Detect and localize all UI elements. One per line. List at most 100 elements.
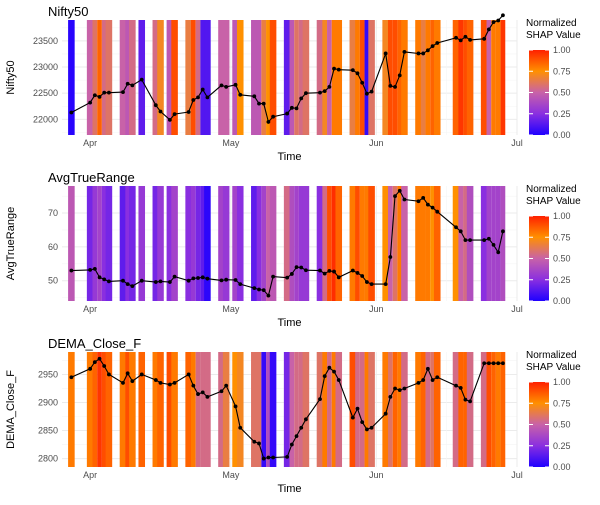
data-point: [468, 37, 472, 42]
data-point: [97, 94, 102, 99]
shap-band: [152, 352, 160, 467]
shap-band: [495, 186, 501, 301]
data-point: [393, 386, 397, 391]
shap-bands: [68, 20, 506, 135]
x-axis-label: Time: [277, 483, 301, 495]
data-point: [299, 425, 304, 430]
y-tick-label: 23500: [33, 36, 58, 46]
data-point: [322, 271, 327, 276]
data-point: [167, 382, 172, 387]
shap-band: [458, 20, 464, 135]
data-point: [393, 194, 397, 199]
data-point: [130, 284, 135, 289]
data-point: [388, 255, 393, 259]
shap-band: [452, 186, 460, 301]
shap-band: [500, 20, 506, 135]
shap-band: [105, 352, 113, 467]
shap-band: [185, 186, 192, 301]
data-point: [158, 109, 163, 114]
data-point: [186, 110, 191, 114]
shap-band: [364, 352, 370, 467]
legend-title: Normalized: [526, 184, 577, 195]
data-point: [332, 269, 336, 274]
data-point: [219, 83, 224, 88]
data-point: [191, 383, 196, 388]
shap-band: [401, 186, 408, 301]
data-point: [350, 68, 355, 73]
shap-band: [125, 20, 131, 135]
data-point: [261, 456, 266, 461]
shap-band: [316, 20, 324, 135]
shap-band: [251, 186, 258, 301]
shap-band: [491, 20, 496, 135]
shap-band: [157, 352, 164, 467]
shap-band: [420, 186, 426, 301]
shap-band: [129, 352, 136, 467]
y-axis-label: AvgTrueRange: [5, 207, 17, 280]
y-tick-label: 2800: [38, 454, 58, 464]
shap-band: [294, 352, 299, 467]
shap-band: [289, 352, 295, 467]
data-point: [463, 238, 468, 243]
data-point: [107, 372, 111, 377]
y-tick-label: 2850: [38, 426, 58, 436]
legend-label: 1.00: [553, 377, 571, 387]
shap-band: [458, 352, 464, 467]
shap-band: [101, 352, 107, 467]
x-tick-label: May: [222, 470, 240, 480]
data-point: [139, 278, 144, 283]
shap-band: [204, 186, 211, 301]
shap-band: [166, 186, 174, 301]
shap-band: [138, 352, 146, 467]
legend-title: SHAP Value: [526, 362, 581, 373]
data-point: [238, 282, 243, 286]
shap-band: [157, 20, 164, 135]
data-point: [425, 366, 430, 371]
shap-band: [368, 186, 375, 301]
shap-band: [129, 186, 136, 301]
shap-band: [261, 186, 267, 301]
data-point: [318, 397, 322, 402]
data-point: [102, 90, 107, 95]
data-point: [430, 205, 435, 210]
shap-band: [294, 20, 299, 135]
data-point: [289, 105, 294, 110]
shap-band: [388, 352, 393, 467]
shap-band: [463, 186, 468, 301]
shap-band: [222, 186, 230, 301]
shap-band: [236, 352, 244, 467]
data-point: [102, 277, 107, 282]
shap-band: [269, 352, 277, 467]
shap-band: [486, 20, 492, 135]
data-point: [92, 93, 97, 98]
data-point: [92, 360, 97, 364]
y-axis-label: Nifty50: [5, 60, 17, 94]
shap-band: [420, 352, 426, 467]
shap-band: [283, 352, 291, 467]
data-point: [271, 114, 275, 119]
shap-band: [298, 20, 304, 135]
shap-band: [171, 20, 178, 135]
x-tick-label: Jun: [369, 470, 384, 480]
shap-band: [316, 352, 324, 467]
data-point: [350, 415, 355, 420]
shap-band: [480, 186, 488, 301]
shap-bands: [68, 352, 506, 467]
shap-band: [266, 352, 271, 467]
data-point: [69, 110, 74, 115]
data-point: [130, 83, 135, 88]
shap-band: [368, 352, 375, 467]
legend-label: 0.75: [553, 398, 571, 408]
y-tick-label: 22000: [33, 114, 58, 124]
x-tick-label: Jun: [369, 304, 384, 314]
data-point: [205, 394, 210, 399]
shap-band: [269, 20, 277, 135]
shap-band: [283, 186, 291, 301]
shap-band: [68, 352, 75, 467]
data-point: [327, 85, 332, 89]
data-point: [219, 278, 224, 283]
shap-band: [322, 352, 328, 467]
data-point: [364, 91, 369, 96]
shap-band: [430, 352, 435, 467]
data-point: [252, 286, 257, 291]
